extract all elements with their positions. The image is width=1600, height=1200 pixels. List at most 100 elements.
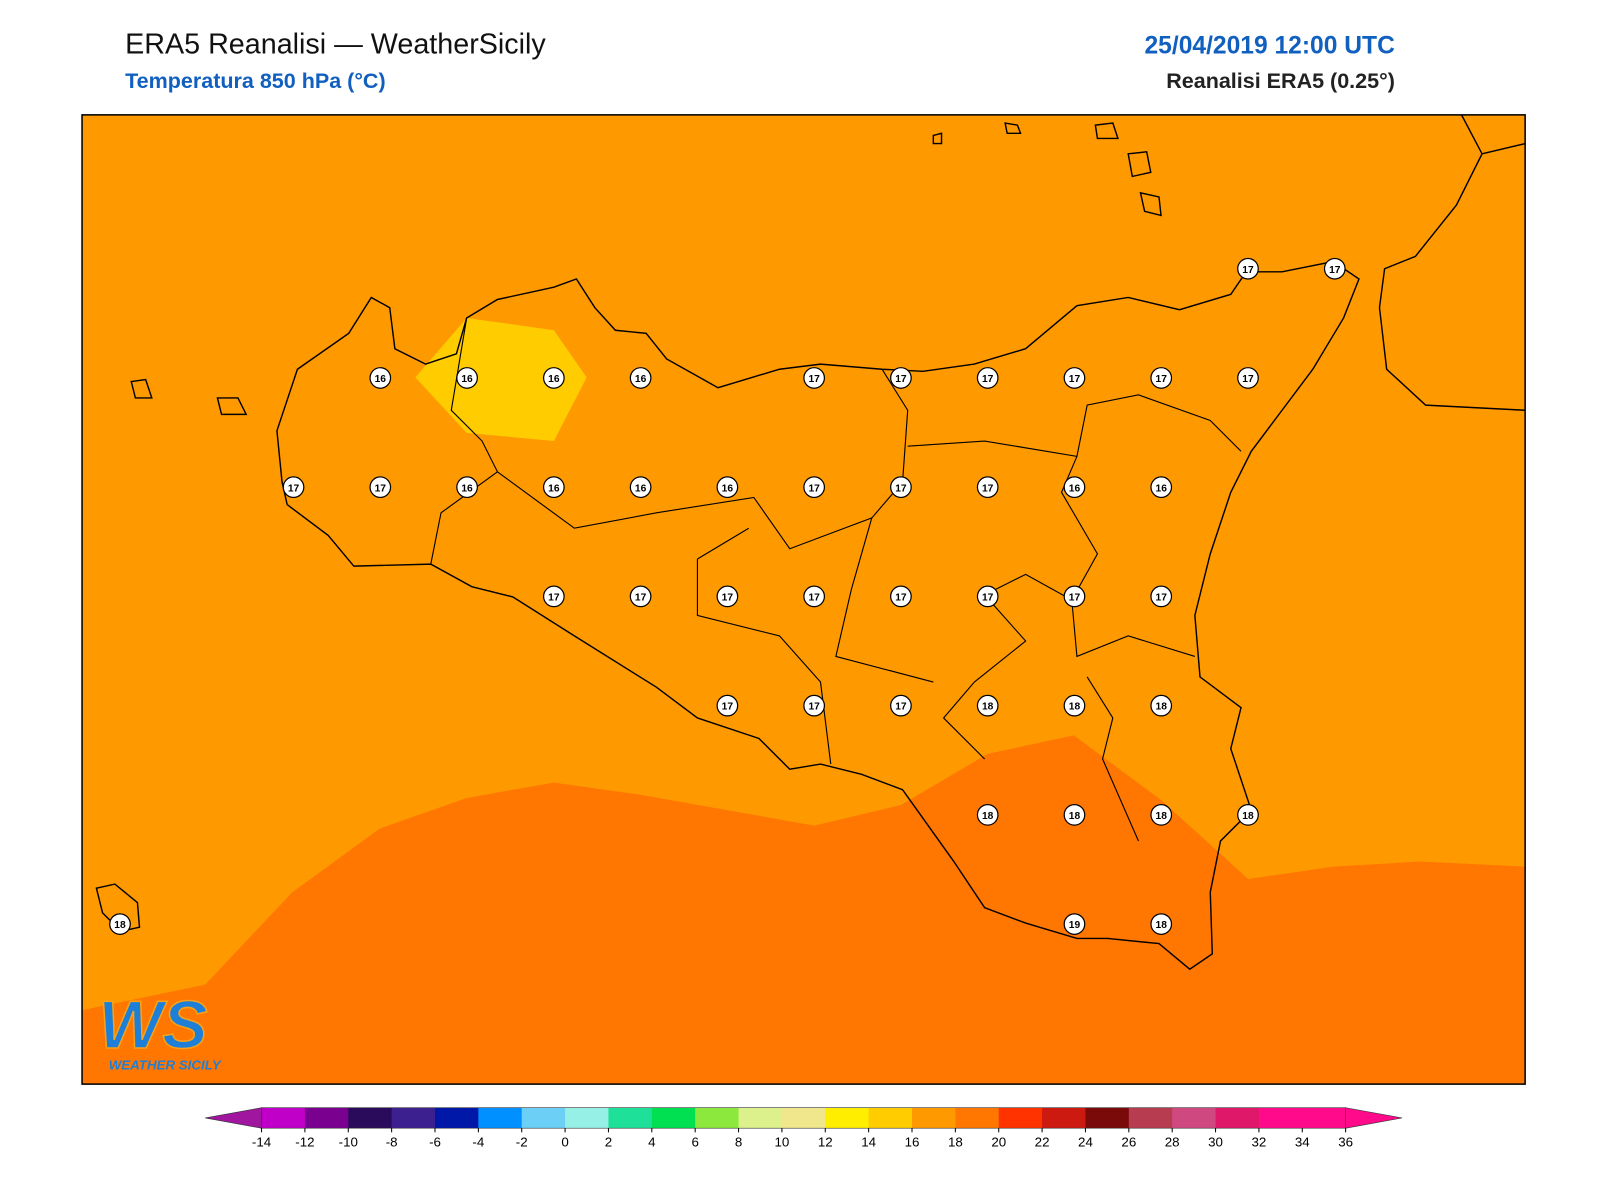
station-value: 17	[1242, 265, 1254, 276]
colorbar-box	[1172, 1107, 1217, 1129]
station-value: 17	[1069, 374, 1081, 385]
station-value: 17	[895, 483, 907, 494]
colorbar-tick-label: -10	[339, 1135, 358, 1150]
station-value: 17	[808, 483, 820, 494]
station-marker	[456, 476, 478, 499]
station-value: 18	[114, 920, 126, 931]
colorbar: -14 -12 -10 -8 -6 -4 -2 0 2 4 6 8 10 12 14 16 18 20 22 24 26…	[205, 1107, 1403, 1150]
station-value: 18	[982, 811, 994, 822]
colorbar-tick-label: -8	[386, 1135, 398, 1150]
colorbar-box	[695, 1107, 740, 1129]
station-value: 18	[1069, 811, 1081, 822]
colorbar-tick-label: 26	[1121, 1135, 1136, 1150]
colorbar-box	[391, 1107, 436, 1129]
colorbar-box	[1215, 1107, 1260, 1129]
colorbar-box	[565, 1107, 609, 1129]
station-value: 17	[1242, 374, 1254, 385]
colorbar-box	[434, 1107, 479, 1129]
station-value: 17	[808, 593, 820, 604]
station-marker	[890, 585, 912, 608]
station-value: 17	[548, 593, 560, 604]
station-marker	[1150, 585, 1173, 608]
colorbar-tick-label: 20	[991, 1135, 1006, 1150]
station-marker	[1063, 585, 1086, 608]
colorbar-tick-label: -4	[472, 1135, 484, 1150]
colorbar-tick-label: 28	[1165, 1135, 1180, 1150]
station-marker	[1237, 257, 1259, 280]
station-marker	[629, 367, 652, 389]
colorbar-box	[1042, 1107, 1086, 1129]
colorbar-tick-label: 8	[735, 1135, 742, 1150]
stations: 17 17 16 16 16 16 17 17 17 17 17 17 17 17 16 16 16 16 17 17…	[109, 257, 1346, 935]
colorbar-tick-label: 2	[605, 1135, 612, 1150]
station-marker	[976, 803, 999, 826]
colorbar-box	[348, 1107, 393, 1129]
colorbar-box	[738, 1107, 783, 1129]
colorbar-tick-label: 24	[1078, 1135, 1093, 1150]
station-value: 17	[635, 593, 647, 604]
colorbar-tick-label: 10	[774, 1135, 789, 1150]
station-value: 17	[722, 702, 734, 713]
station-value: 16	[548, 374, 560, 385]
station-marker	[976, 367, 999, 389]
colorbar-tick-label: -2	[516, 1135, 528, 1150]
station-value: 17	[722, 593, 734, 604]
station-value: 16	[1156, 483, 1168, 494]
coastline	[276, 260, 1360, 971]
station-value: 17	[982, 483, 994, 494]
station-marker	[1237, 367, 1259, 389]
station-marker	[542, 367, 565, 389]
colorbar-tick-label: 22	[1035, 1135, 1050, 1150]
colorbar-tick-label: 18	[948, 1135, 963, 1150]
station-marker	[716, 476, 739, 499]
station-marker	[369, 476, 392, 499]
station-value: 18	[982, 702, 994, 713]
station-marker	[976, 694, 999, 717]
station-value: 16	[548, 483, 560, 494]
title: ERA5 Reanalisi — WeatherSicily	[125, 28, 546, 60]
station-value: 16	[1069, 483, 1081, 494]
station-marker	[1063, 476, 1086, 499]
colorbar-tick-label: 36	[1338, 1135, 1353, 1150]
station-marker	[890, 476, 912, 499]
datetime: 25/04/2019 12:00 UTC	[1144, 32, 1395, 59]
logo-initials: WS	[98, 988, 207, 1063]
station-marker	[629, 585, 652, 608]
station-value: 16	[461, 374, 473, 385]
colorbar-box	[781, 1107, 826, 1129]
station-value: 17	[895, 593, 907, 604]
colorbar-tick-label: 14	[861, 1135, 876, 1150]
colorbar-tick-label: 12	[818, 1135, 833, 1150]
colorbar-box	[651, 1107, 696, 1129]
station-value: 17	[982, 593, 994, 604]
station-value: 18	[1156, 920, 1168, 931]
colorbar-tick-label: 0	[561, 1135, 568, 1150]
station-value: 18	[1069, 702, 1081, 713]
station-marker	[716, 694, 739, 717]
station-marker	[976, 585, 999, 608]
colorbar-box	[1258, 1107, 1303, 1129]
station-marker	[542, 585, 565, 608]
colorbar-box	[1302, 1107, 1347, 1129]
station-value: 18	[1156, 702, 1168, 713]
colorbar-tick-label: -6	[429, 1135, 441, 1150]
island	[95, 122, 1162, 933]
station-marker	[369, 367, 392, 389]
station-marker	[716, 585, 739, 608]
colorbar-box	[955, 1107, 1000, 1129]
station-marker	[1150, 913, 1173, 935]
station-value: 17	[808, 702, 820, 713]
colorbar-tick-label: 30	[1208, 1135, 1223, 1150]
colorbar-tick-label: -12	[295, 1135, 314, 1150]
station-marker	[1063, 913, 1086, 935]
station-value: 17	[288, 483, 300, 494]
station-marker	[1150, 476, 1173, 499]
colorbar-box	[521, 1107, 566, 1129]
colorbar-box	[1128, 1107, 1173, 1129]
source: Reanalisi ERA5 (0.25°)	[1166, 69, 1395, 93]
station-marker	[890, 694, 912, 717]
station-value: 18	[1242, 811, 1254, 822]
station-value: 16	[722, 483, 734, 494]
colorbar-box	[868, 1107, 913, 1129]
